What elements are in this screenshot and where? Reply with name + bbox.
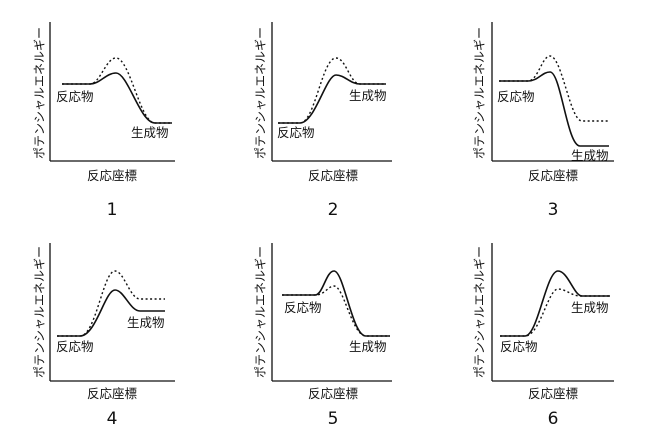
product-label: 生成物	[131, 125, 169, 140]
panel-5: ポテンシャルエネルギー 反応物 生成物 反応座標 5	[254, 243, 392, 429]
product-label: 生成物	[571, 300, 609, 315]
solid-curve	[500, 270, 610, 337]
reactant-label: 反応物	[497, 89, 535, 104]
panel-1: ポテンシャルエネルギー 反応物 生成物 反応座標 1	[33, 22, 175, 220]
x-axis-label: 反応座標	[308, 168, 359, 183]
y-axis-label: ポテンシャルエネルギー	[254, 27, 268, 159]
y-axis-label: ポテンシャルエネルギー	[33, 246, 47, 378]
dotted-curve	[57, 270, 165, 337]
product-label: 生成物	[349, 88, 387, 103]
panel-number: 5	[328, 409, 339, 429]
panel-2: ポテンシャルエネルギー 生成物 反応物 反応座標 2	[254, 22, 392, 220]
x-axis-label: 反応座標	[308, 386, 359, 401]
reactant-label: 反応物	[56, 89, 94, 104]
x-axis-label: 反応座標	[528, 386, 579, 401]
x-axis-label: 反応座標	[528, 168, 579, 183]
product-label: 生成物	[127, 315, 165, 330]
reactant-label: 反応物	[277, 125, 315, 140]
reactant-label: 反応物	[56, 339, 94, 354]
dotted-curve	[278, 57, 386, 124]
panel-number: 2	[328, 200, 339, 220]
x-axis-label: 反応座標	[87, 386, 138, 401]
reactant-label: 反応物	[284, 300, 322, 315]
panel-6: ポテンシャルエネルギー 生成物 反応物 反応座標 6	[473, 243, 614, 429]
solid-curve	[57, 289, 165, 337]
panel-number: 1	[107, 200, 118, 220]
y-axis-label: ポテンシャルエネルギー	[254, 246, 268, 378]
y-axis-label: ポテンシャルエネルギー	[33, 27, 47, 159]
panel-number: 4	[107, 409, 118, 429]
x-axis-label: 反応座標	[87, 168, 138, 183]
panel-3: ポテンシャルエネルギー 反応物 生成物 反応座標 3	[473, 22, 614, 220]
panel-number: 6	[548, 409, 559, 429]
solid-curve	[499, 71, 609, 147]
solid-curve	[278, 74, 386, 124]
y-axis-label: ポテンシャルエネルギー	[473, 246, 487, 378]
product-label: 生成物	[349, 339, 387, 354]
reactant-label: 反応物	[500, 339, 538, 354]
product-label: 生成物	[571, 148, 609, 163]
dotted-curve	[62, 57, 172, 124]
dotted-curve	[499, 55, 609, 122]
dotted-curve	[282, 285, 390, 337]
panel-number: 3	[548, 200, 559, 220]
solid-curve	[62, 72, 172, 124]
panel-4: ポテンシャルエネルギー 生成物 反応物 反応座標 4	[33, 243, 175, 429]
y-axis-label: ポテンシャルエネルギー	[473, 27, 487, 159]
solid-curve	[282, 270, 390, 337]
